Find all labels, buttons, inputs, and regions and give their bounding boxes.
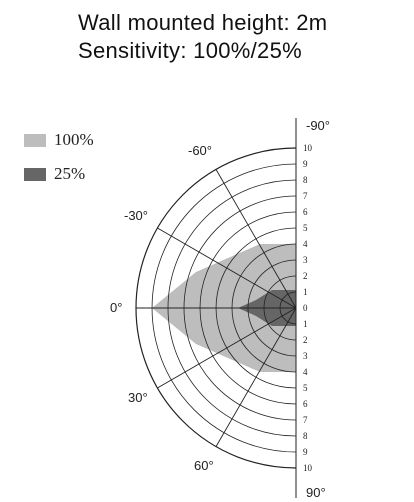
ring-label-upper-5: 5 (303, 223, 308, 233)
angle-label-6: 90° (306, 485, 326, 500)
ring-label-upper-1: 1 (303, 287, 308, 297)
ring-label-upper-2: 2 (303, 271, 308, 281)
angle-label-2: -30° (124, 208, 148, 223)
spoke-60 (215, 307, 297, 447)
angle-label-0: -90° (306, 118, 330, 133)
legend-item-25: 25% (24, 164, 85, 184)
angle-label-3: 0° (110, 300, 122, 315)
ring-label-lower-5: 5 (303, 383, 308, 393)
ring-label-upper-6: 6 (303, 207, 308, 217)
ring-label-lower-10: 10 (303, 463, 313, 473)
ring-label-upper-4: 4 (303, 239, 308, 249)
ring-label-lower-8: 8 (303, 431, 308, 441)
legend-label-25: 25% (54, 164, 86, 183)
ring-label-upper-9: 9 (303, 159, 308, 169)
ring-label-upper-8: 8 (303, 175, 308, 185)
spoke-30 (157, 307, 297, 389)
spoke-minus-30 (157, 227, 297, 309)
angle-spokes (136, 169, 297, 447)
angle-labels: -90° -60° -30° 0° 30° 60° 90° (110, 118, 330, 500)
ring-label-lower-7: 7 (303, 415, 308, 425)
spoke-minus-60 (215, 169, 297, 309)
ring-label-upper-7: 7 (303, 191, 308, 201)
ring-label-upper-3: 3 (303, 255, 308, 265)
ring-label-lower-3: 3 (303, 351, 308, 361)
angle-label-4: 30° (128, 390, 148, 405)
legend-swatch-100 (24, 133, 46, 147)
ring-label-lower-1: 1 (303, 319, 308, 329)
ring-label-center: 0 (303, 303, 308, 313)
angle-label-5: 60° (194, 458, 214, 473)
title-line-2: Sensitivity: 100%/25% (78, 38, 302, 63)
ring-labels: 0 1 1 2 2 3 3 4 4 5 5 6 6 7 7 8 8 9 9 10 10 (303, 143, 313, 473)
ring-label-lower-6: 6 (303, 399, 308, 409)
legend-label-100: 100% (54, 130, 94, 149)
angle-label-1: -60° (188, 143, 212, 158)
ring-label-upper-10: 10 (303, 143, 313, 153)
title-line-1: Wall mounted height: 2m (78, 10, 328, 35)
legend-swatch-25 (24, 167, 46, 181)
ring-label-lower-2: 2 (303, 335, 308, 345)
ring-label-lower-9: 9 (303, 447, 308, 457)
ring-label-lower-4: 4 (303, 367, 308, 377)
legend-item-100: 100% (24, 130, 94, 150)
